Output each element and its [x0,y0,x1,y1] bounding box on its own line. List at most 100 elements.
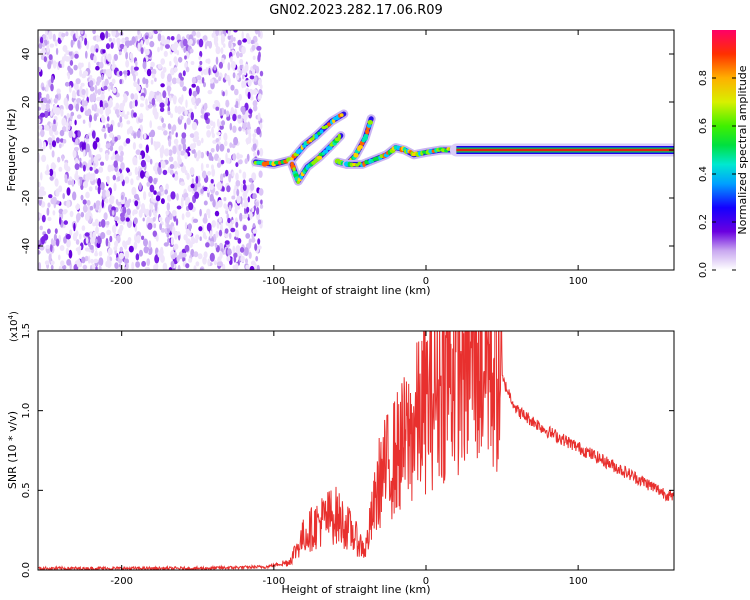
noise-blob [118,145,124,152]
noise-blob [97,141,101,149]
noise-blob [45,30,48,37]
noise-blob [169,213,173,220]
noise-blob [224,228,229,234]
noise-blob [68,129,73,139]
noise-blob [237,39,242,46]
noise-blob [255,201,259,208]
noise-blob [223,109,227,115]
noise-blob [41,103,46,111]
noise-blob [245,264,250,270]
noise-blob [173,67,178,73]
noise-blob [100,182,105,191]
noise-blob [184,55,187,60]
noise-blob [68,51,73,56]
trace-blob [353,152,359,158]
noise-blob [167,110,171,116]
noise-blob [219,251,223,259]
noise-blob [80,82,85,87]
noise-blob [108,33,111,38]
noise-blob [236,195,241,204]
noise-blob [239,247,245,253]
noise-blob [149,184,155,193]
noise-blob [46,44,50,53]
noise-blob [81,225,86,231]
noise-blob [198,67,203,72]
noise-blob [103,212,108,221]
noise-blob [57,156,61,163]
noise-blob [50,238,54,246]
noise-blob [76,114,82,119]
noise-blob [178,251,184,260]
noise-blob [91,104,95,111]
noise-blob [120,194,124,200]
noise-blob [162,90,167,99]
noise-blob [254,30,259,35]
noise-blob [157,46,160,53]
y-tick-label: 0 [21,147,32,153]
noise-blob [48,60,52,66]
noise-blob [75,169,78,177]
noise-blob [201,137,204,144]
noise-blob [58,254,61,261]
noise-blob [172,124,177,132]
noise-blob [173,138,179,145]
noise-blob [68,85,72,93]
noise-blob [81,98,85,108]
noise-blob [259,70,264,77]
noise-blob [146,181,151,187]
trace-blob [326,122,332,127]
noise-blob [233,37,236,42]
noise-blob [161,117,164,123]
noise-blob [162,169,168,175]
noise-blob [138,182,142,191]
noise-blob [160,45,164,51]
noise-blob [234,207,238,215]
noise-blob [119,224,124,232]
noise-blob [159,102,165,109]
noise-blob [51,123,57,132]
noise-blob [136,205,139,210]
noise-blob [96,34,100,43]
noise-blob [117,122,121,128]
noise-blob [64,81,70,87]
noise-blob [193,131,199,138]
noise-blob [110,156,114,161]
colorbar-tick-label: 0.4 [698,166,709,182]
noise-blob [84,212,90,222]
noise-blob [62,45,68,52]
noise-blob [88,159,92,167]
noise-blob [95,185,98,191]
noise-blob [167,87,171,97]
noise-blob [84,232,90,237]
noise-blob [133,73,136,82]
noise-blob [101,128,106,132]
noise-blob [146,258,151,266]
noise-blob [202,35,208,41]
noise-blob [185,263,190,269]
noise-blob [160,254,165,263]
noise-blob [130,93,135,100]
noise-blob [151,68,157,75]
noise-blob [51,140,57,148]
noise-blob [81,256,86,264]
noise-blob [207,89,213,95]
noise-blob [106,53,112,62]
noise-blob [196,31,201,38]
noise-blob [220,47,224,54]
noise-blob [162,262,168,270]
noise-blob [42,141,47,150]
noise-blob [144,266,150,270]
noise-blob [238,154,243,159]
noise-blob [62,193,65,200]
noise-blob [232,72,236,79]
noise-blob [218,76,222,82]
noise-blob [79,161,82,168]
noise-blob [80,106,84,113]
noise-blob [154,77,157,82]
noise-blob [123,114,129,120]
noise-blob [199,208,202,217]
noise-blob [157,30,163,33]
noise-blob [250,260,256,266]
noise-blob [94,168,99,174]
noise-blob [116,171,121,177]
